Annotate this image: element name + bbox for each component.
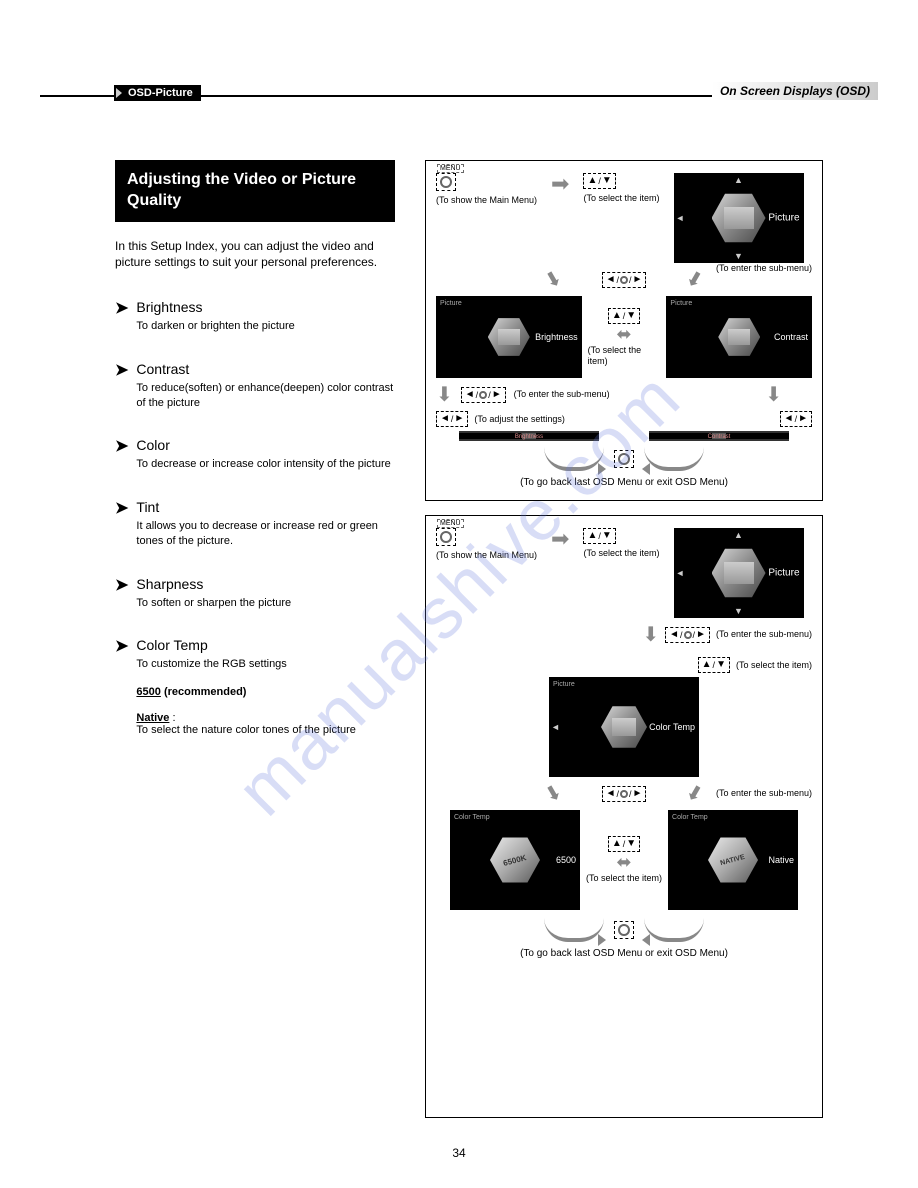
screen-brightness: Picture Brightness (436, 296, 582, 378)
lr-circle-button-icon: ◄//► (461, 387, 506, 403)
chevron-right-icon: ➤ (115, 363, 128, 412)
chevron-right-icon: ➤ (115, 501, 128, 550)
arrow-diag-icon: ⬇ (681, 778, 708, 808)
right-column: MENU (To show the Main Menu) ➡ ▲/▼ (To s… (425, 160, 823, 1118)
menu-button-icon (614, 450, 634, 468)
screen-contrast: Picture Contrast (666, 296, 812, 378)
screen-label: Contrast (774, 332, 808, 342)
setting-desc: To customize the RGB settings (136, 657, 395, 672)
updown-button-icon: ▲/▼ (608, 836, 640, 852)
caption-select-item: (To select the item) (583, 193, 659, 204)
arrow-diag-icon: ⬇ (681, 264, 708, 294)
arrow-bidir-icon: ⬌ (586, 852, 662, 873)
screen-label: Picture (768, 568, 799, 579)
caption-select-item: (To select the item) (583, 548, 659, 559)
slider-contrast: Contrast (649, 431, 789, 441)
screen-native: Color Temp NATIVE Native (668, 810, 798, 910)
left-column: Adjusting the Video or Picture Quality I… (115, 160, 395, 1118)
recommended-value: 6500 (136, 686, 160, 698)
caption-go-back: (To go back last OSD Menu or exit OSD Me… (436, 948, 812, 959)
arrow-diag-icon: ⬇ (540, 778, 567, 808)
setting-desc: To darken or brighten the picture (136, 319, 395, 334)
caption-select-item: (To select the item) (736, 660, 812, 671)
setting-title: Color (136, 437, 395, 453)
caption-enter-submenu: (To enter the sub-menu) (716, 788, 812, 799)
caption-enter-submenu: (To enter the sub-menu) (716, 263, 812, 274)
setting-item: ➤ Tint It allows you to decrease or incr… (115, 499, 395, 550)
screen-picture: ▲ ▼ ◄ Picture (674, 528, 804, 618)
setting-desc: To soften or sharpen the picture (136, 596, 395, 611)
recommended-label: (recommended) (164, 686, 247, 698)
screen-label: Picture (768, 213, 799, 224)
lr-circle-button-icon: ◄//► (602, 786, 647, 802)
diagram-brightness-contrast: MENU (To show the Main Menu) ➡ ▲/▼ (To s… (425, 160, 823, 501)
updown-button-icon: ▲/▼ (698, 657, 730, 673)
header-tab-left: OSD-Picture (114, 85, 201, 101)
native-desc: To select the nature color tones of the … (136, 724, 356, 736)
screen-picture: ▲ ▼ ◄ Picture (674, 173, 804, 263)
page-number: 34 (452, 1146, 465, 1160)
menu-button-icon (614, 921, 634, 939)
setting-title: Brightness (136, 299, 395, 315)
arrow-down-icon: ⬇ (642, 622, 659, 647)
caption-select-item: (To select the item) (588, 345, 661, 367)
diagram-color-temp: MENU (To show the Main Menu) ➡ ▲/▼ (To s… (425, 515, 823, 1118)
screen-colortemp: Picture ◄ Color Temp (549, 677, 699, 777)
setting-desc: To reduce(soften) or enhance(deepen) col… (136, 381, 395, 412)
color-temp-extra: 6500 (recommended) Native : To select th… (136, 686, 395, 736)
setting-title: Sharpness (136, 576, 395, 592)
setting-item: ➤ Brightness To darken or brighten the p… (115, 299, 395, 334)
setting-item: ➤ Contrast To reduce(soften) or enhance(… (115, 361, 395, 412)
arrow-down-icon: ⬇ (765, 382, 782, 407)
screen-6500: Color Temp 6500K 6500 (450, 810, 580, 910)
caption-show-menu: (To show the Main Menu) (436, 195, 537, 206)
intro-text: In this Setup Index, you can adjust the … (115, 238, 395, 272)
arrow-right-icon: ➡ (551, 173, 569, 195)
arrow-diag-icon: ⬇ (540, 264, 567, 294)
lr-circle-button-icon: ◄//► (665, 627, 710, 643)
chevron-right-icon: ➤ (115, 639, 128, 736)
chevron-right-icon: ➤ (115, 301, 128, 334)
setting-title: Tint (136, 499, 395, 515)
caption-show-menu: (To show the Main Menu) (436, 550, 537, 561)
caption-go-back: (To go back last OSD Menu or exit OSD Me… (436, 477, 812, 488)
screen-label: Native (769, 855, 795, 865)
curve-arrow-icon (644, 918, 704, 942)
native-label: Native (136, 712, 169, 724)
updown-button-icon: ▲/▼ (608, 308, 640, 324)
menu-button-icon: MENU (436, 173, 456, 191)
caption-enter-submenu: (To enter the sub-menu) (716, 629, 812, 640)
leftright-button-icon: ◄ / ► (780, 411, 812, 427)
setting-item: ➤ Color Temp To customize the RGB settin… (115, 637, 395, 736)
curve-arrow-icon (644, 447, 704, 471)
lr-circle-button-icon: ◄//► (602, 272, 647, 288)
arrow-right-icon: ➡ (551, 528, 569, 550)
arrow-bidir-icon: ⬌ (588, 324, 661, 345)
screen-label: 6500 (556, 855, 576, 865)
header-tab-right: On Screen Displays (OSD) (712, 82, 878, 100)
setting-desc: To decrease or increase color intensity … (136, 457, 395, 472)
setting-desc: It allows you to decrease or increase re… (136, 519, 395, 550)
page-content: Adjusting the Video or Picture Quality I… (115, 160, 823, 1118)
chevron-right-icon: ➤ (115, 578, 128, 611)
setting-item: ➤ Sharpness To soften or sharpen the pic… (115, 576, 395, 611)
caption-enter-submenu: (To enter the sub-menu) (514, 389, 610, 400)
curve-arrow-icon (544, 918, 604, 942)
chevron-right-icon: ➤ (115, 439, 128, 472)
updown-button-icon: ▲/▼ (583, 528, 615, 544)
curve-arrow-icon (544, 447, 604, 471)
caption-adjust: (To adjust the settings) (474, 414, 565, 425)
arrow-down-icon: ⬇ (436, 382, 453, 407)
menu-button-icon: MENU (436, 528, 456, 546)
slider-brightness: Brightness (459, 431, 599, 441)
setting-title: Contrast (136, 361, 395, 377)
setting-item: ➤ Color To decrease or increase color in… (115, 437, 395, 472)
updown-button-icon: ▲/▼ (583, 173, 615, 189)
screen-label: Color Temp (649, 722, 695, 732)
leftright-button-icon: ◄ / ► (436, 411, 468, 427)
screen-label: Brightness (535, 332, 578, 342)
caption-select-item: (To select the item) (586, 873, 662, 884)
setting-title: Color Temp (136, 637, 395, 653)
section-title: Adjusting the Video or Picture Quality (115, 160, 395, 222)
